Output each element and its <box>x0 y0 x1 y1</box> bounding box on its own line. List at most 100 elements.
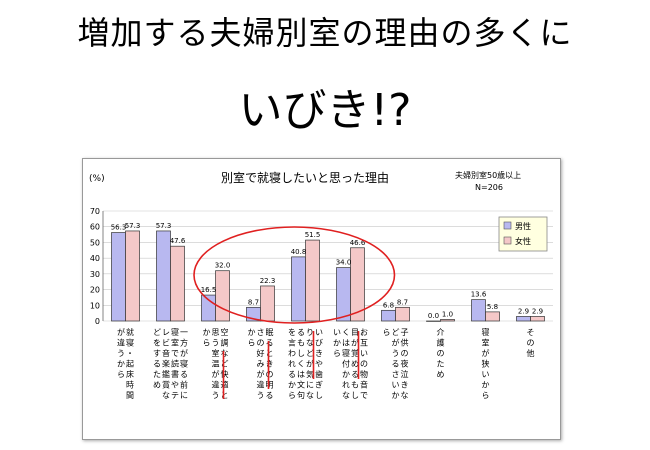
data-label: 51.5 <box>305 231 321 239</box>
data-label: 56.3 <box>111 224 127 232</box>
category-label-char: し <box>351 391 359 400</box>
category-label-char: 起 <box>126 360 134 369</box>
category-label-char: 泣 <box>401 369 409 379</box>
category-label-char: め <box>437 370 445 379</box>
category-label-char: る <box>180 370 188 379</box>
category-label-char: の <box>527 339 535 348</box>
y-axis: 0 10 20 30 40 50 60 70 <box>90 207 104 326</box>
category-label-char: の <box>360 360 368 369</box>
category-label-char: 狭 <box>482 359 490 369</box>
category-label-char: 適 <box>221 380 229 390</box>
category-label-char: に <box>180 391 188 400</box>
category-label-char: ど <box>306 349 314 358</box>
category-label-char: ぎ <box>315 380 323 390</box>
category-label-char: ど <box>153 328 161 337</box>
category-label-char: が <box>306 359 314 369</box>
category-label-char: が <box>351 338 359 348</box>
category-label-char: も <box>351 381 359 390</box>
legend-swatch-female <box>503 236 512 245</box>
legend-label-female: 女性 <box>515 236 531 246</box>
y-tick-label: 50 <box>90 238 100 247</box>
category-label-char: ら <box>248 339 256 348</box>
category-label-char: る <box>297 328 305 337</box>
category-label-char: 明 <box>266 381 274 390</box>
data-label: 1.0 <box>442 310 453 318</box>
category-label-char: ど <box>392 328 400 337</box>
category-label-char: が <box>180 348 188 358</box>
category-label-char: ・ <box>126 349 134 358</box>
y-tick-label: 0 <box>95 317 100 326</box>
category-label-char: ら <box>333 349 341 358</box>
bar-male <box>336 267 351 322</box>
bar-female <box>530 316 545 322</box>
category-label-char: が <box>117 327 125 337</box>
category-label-char: る <box>392 360 400 369</box>
category-label-char: か <box>117 360 125 369</box>
bar-male <box>471 299 486 322</box>
category-label-char: 目 <box>351 328 359 337</box>
bar-female <box>485 311 500 322</box>
category-label-char: は <box>342 339 350 348</box>
category-label-char: 音 <box>162 348 170 358</box>
category-label-char: わ <box>288 349 296 358</box>
category-label-char: た <box>153 370 161 379</box>
category-label-char: く <box>297 360 305 369</box>
category-label-char: 夜 <box>401 359 409 369</box>
category-label-char: さ <box>257 328 265 337</box>
category-label-char: た <box>437 360 445 369</box>
sample-note: 夫婦別室50歳以上 <box>455 170 521 180</box>
category-label-char: い <box>392 381 400 390</box>
data-label: 5.8 <box>487 303 498 311</box>
category-label-char: 賞 <box>162 380 170 390</box>
category-label-char: す <box>153 349 161 358</box>
legend-label-male: 男性 <box>515 221 531 231</box>
category-label-char: 前 <box>180 380 188 390</box>
category-label-char: 室 <box>482 338 490 348</box>
legend-swatch-male <box>503 221 512 230</box>
category-label-char: か <box>392 391 400 400</box>
data-label: 22.3 <box>260 277 276 285</box>
category-label-char: 介 <box>437 328 445 337</box>
bar-male <box>381 309 396 322</box>
category-label-char: 付 <box>342 359 350 369</box>
y-tick-label: 30 <box>90 270 100 279</box>
category-label-char: 床 <box>126 369 134 379</box>
data-label: 2.9 <box>532 307 543 315</box>
category-label-char: に <box>306 381 314 390</box>
bar-female <box>395 306 410 322</box>
category-label-char: 子 <box>401 328 409 337</box>
category-label-char: な <box>306 339 314 348</box>
unit-label: (%) <box>89 174 105 184</box>
category-label-char: う <box>392 349 400 358</box>
data-label: 57.3 <box>125 222 141 230</box>
category-label-char: い <box>333 328 341 337</box>
category-label-char: か <box>203 328 211 337</box>
category-label-char: 方 <box>180 338 188 348</box>
category-label-char: 間 <box>126 391 134 400</box>
category-label-char: ら <box>383 328 391 337</box>
category-label-char: な <box>401 391 409 400</box>
category-label-char: し <box>315 391 323 400</box>
category-label-char: き <box>401 381 409 390</box>
category-label-char: 他 <box>527 348 535 358</box>
category-label-char: や <box>171 381 179 390</box>
data-label: 57.3 <box>156 222 172 230</box>
y-tick-label: 10 <box>90 301 100 310</box>
bar-male <box>156 230 171 322</box>
category-label-char: も <box>297 339 305 348</box>
category-label-char: が <box>212 369 220 379</box>
category-label-char: き <box>266 360 274 369</box>
category-label-char: 互 <box>360 339 368 348</box>
category-label-char: 楽 <box>162 359 170 369</box>
category-label-char: は <box>297 370 305 379</box>
category-label-char: ら <box>117 370 125 379</box>
y-tick-label: 20 <box>90 286 100 295</box>
category-label-char: 読 <box>171 359 179 369</box>
category-label-char: れ <box>288 360 296 369</box>
data-label: 32.0 <box>215 262 231 270</box>
y-tick-label: 40 <box>90 254 100 263</box>
category-label-char: 寝 <box>482 327 490 337</box>
category-label-char: 一 <box>180 328 188 337</box>
category-label-char: 室 <box>212 348 220 358</box>
category-label-char: い <box>482 370 490 379</box>
